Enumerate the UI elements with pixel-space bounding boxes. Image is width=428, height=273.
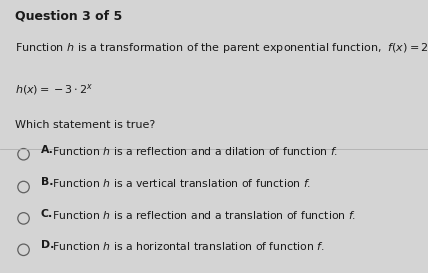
Text: B.: B.	[41, 177, 53, 188]
Text: Function $h$ is a reflection and a translation of function $f.$: Function $h$ is a reflection and a trans…	[49, 209, 357, 221]
Text: Function $h$ is a horizontal translation of function $f.$: Function $h$ is a horizontal translation…	[49, 240, 325, 252]
Text: $h(x) = -3 \cdot 2^x$: $h(x) = -3 \cdot 2^x$	[15, 82, 93, 97]
Text: A.: A.	[41, 145, 54, 155]
Text: C.: C.	[41, 209, 53, 219]
Text: D.: D.	[41, 240, 54, 250]
Text: Function $h$ is a reflection and a dilation of function $f.$: Function $h$ is a reflection and a dilat…	[49, 145, 339, 157]
Text: Question 3 of 5: Question 3 of 5	[15, 10, 122, 23]
Text: Which statement is true?: Which statement is true?	[15, 120, 155, 130]
Text: Function $h$ is a transformation of the parent exponential function,  $f(x) = 2^: Function $h$ is a transformation of the …	[15, 40, 428, 56]
Text: Function $h$ is a vertical translation of function $f.$: Function $h$ is a vertical translation o…	[49, 177, 312, 189]
